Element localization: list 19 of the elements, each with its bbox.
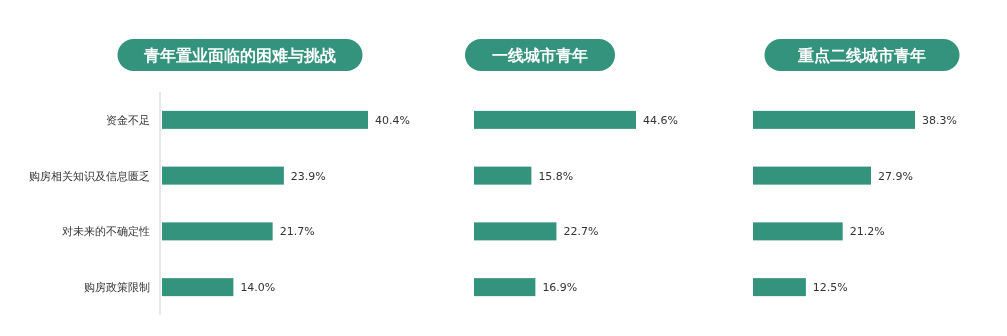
data-label: 16.9% [542,281,578,295]
chart-title: 一线城市青年 [492,46,588,65]
y-tick-label: 对未来的不确定性 [62,225,150,239]
data-label: 21.2% [849,225,885,239]
chart-title: 青年置业面临的困难与挑战 [143,46,336,65]
data-label: 40.4% [375,113,410,127]
data-label: 27.9% [878,169,913,183]
y-tick-label: 购房相关知识及信息匮乏 [29,169,150,183]
y-tick-label: 资金不足 [106,113,150,127]
data-label: 22.7% [563,225,599,239]
data-label: 44.6% [643,113,678,127]
data-label: 38.3% [922,113,957,127]
data-label: 12.5% [812,281,848,295]
data-label: 21.7% [279,225,315,239]
data-label: 15.8% [538,169,574,183]
data-label: 14.0% [240,281,276,295]
y-tick-label: 购房政策限制 [84,281,150,295]
chart-title: 重点二线城市青年 [797,46,926,65]
data-label: 23.9% [290,169,326,183]
